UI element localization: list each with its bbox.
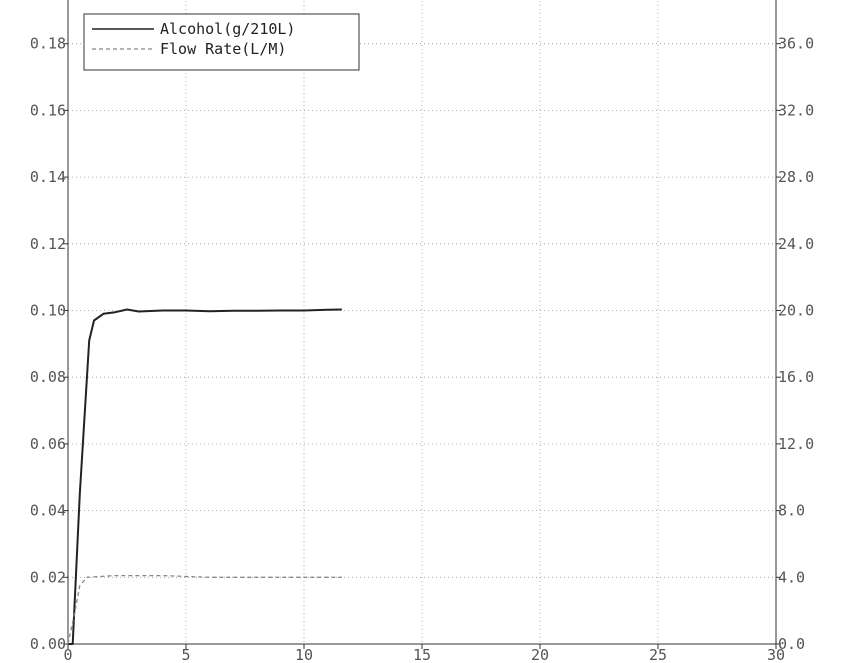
y2-tick-label: 36.0 bbox=[778, 35, 814, 53]
x-axis-ticks: 0 5 10 15 20 25 30 bbox=[63, 644, 785, 663]
x-tick-label: 20 bbox=[531, 646, 549, 663]
x-tick-label: 5 bbox=[181, 646, 190, 663]
y-tick-label: 0.06 bbox=[30, 435, 66, 453]
y2-tick-label: 32.0 bbox=[778, 101, 814, 119]
legend-label-flow-rate: Flow Rate(L/M) bbox=[160, 40, 286, 58]
y2-tick-label: 28.0 bbox=[778, 168, 814, 186]
x-tick-label: 15 bbox=[413, 646, 431, 663]
y2-tick-label: 0.0 bbox=[778, 635, 805, 653]
y-tick-label: 0.00 bbox=[30, 635, 66, 653]
series-line-alcohol bbox=[68, 308, 342, 645]
y-tick-label: 0.02 bbox=[30, 568, 66, 586]
y2-tick-label: 8.0 bbox=[778, 502, 805, 520]
x-tick-label: 10 bbox=[295, 646, 313, 663]
series-line-flow-rate bbox=[67, 574, 342, 645]
y-tick-label: 0.04 bbox=[30, 502, 66, 520]
right-y-axis-ticks: 0.04.08.012.016.020.024.028.032.036.040.… bbox=[776, 35, 814, 653]
legend-label-alcohol: Alcohol(g/210L) bbox=[160, 20, 295, 38]
y2-tick-label: 16.0 bbox=[778, 368, 814, 386]
y-tick-label: 0.10 bbox=[30, 302, 66, 320]
x-tick-label: 25 bbox=[649, 646, 667, 663]
x-tick-label: 0 bbox=[63, 646, 72, 663]
y2-tick-label: 20.0 bbox=[778, 302, 814, 320]
y2-tick-label: 12.0 bbox=[778, 435, 814, 453]
x-tick-label: 30 bbox=[767, 646, 785, 663]
series-layer bbox=[67, 308, 342, 645]
y-tick-label: 0.08 bbox=[30, 368, 66, 386]
left-y-axis-ticks: 0.00 0.02 0.04 0.06 0.08 0.10 0.12 0.14 0.16 0.18… bbox=[30, 35, 68, 653]
y2-tick-label: 24.0 bbox=[778, 235, 814, 253]
legend: Alcohol(g/210L) Flow Rate(L/M) bbox=[83, 13, 360, 71]
y2-tick-label: 4.0 bbox=[778, 568, 805, 586]
legend-box bbox=[83, 13, 360, 71]
y-tick-label: 0.12 bbox=[30, 235, 66, 253]
y-tick-label: 0.16 bbox=[30, 101, 66, 119]
y-tick-label: 0.14 bbox=[30, 168, 66, 186]
y-tick-label: 0.18 bbox=[30, 35, 66, 53]
